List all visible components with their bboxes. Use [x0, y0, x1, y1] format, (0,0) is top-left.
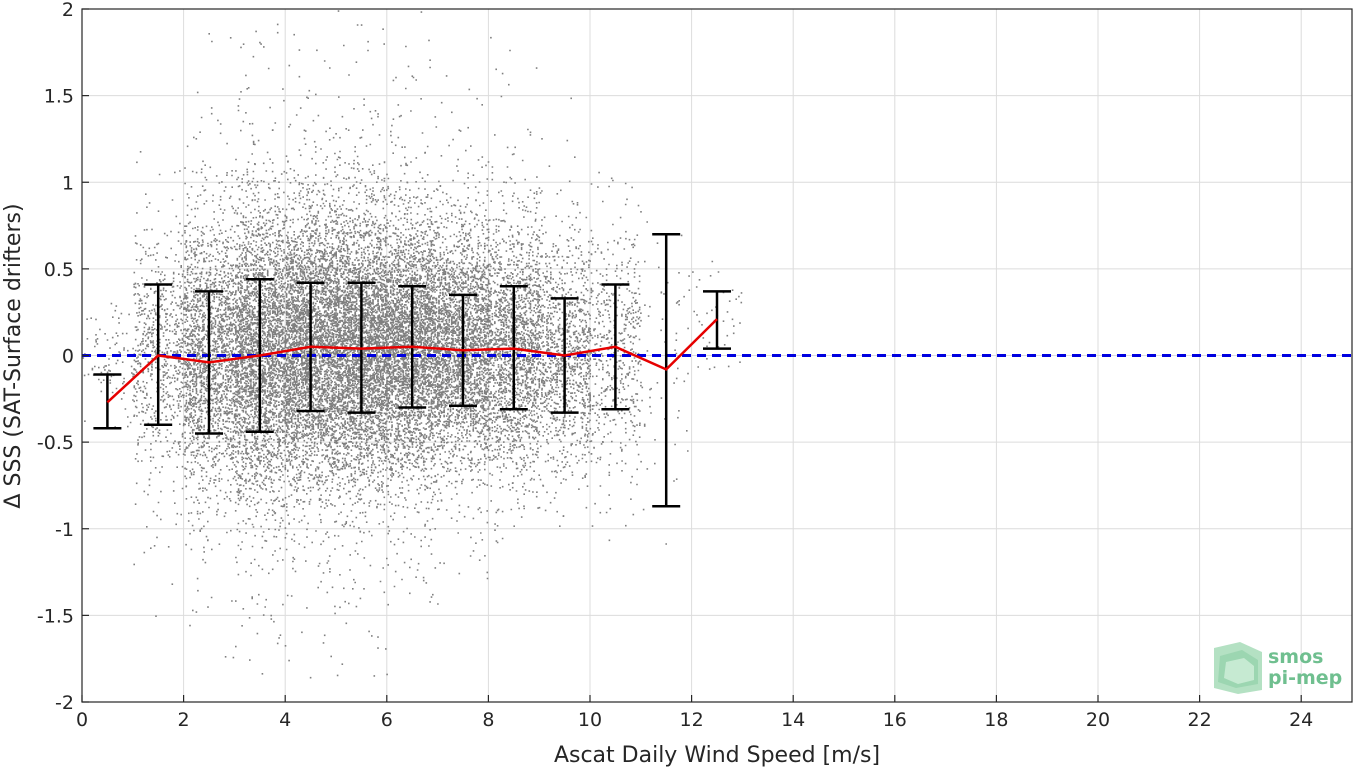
x-tick-label: 6 [381, 709, 393, 731]
logo-emblem-icon [1214, 642, 1262, 694]
logo-text-line1: smos [1268, 646, 1323, 668]
axes-box [81, 8, 1353, 703]
mean-polyline [106, 318, 718, 404]
y-tick-label: 1 [62, 172, 74, 194]
y-tick-label: -0.5 [37, 432, 74, 454]
y-tick-label: 0.5 [44, 259, 74, 281]
y-axis-label: Δ SSS (SAT-Surface drifters) [1, 203, 26, 508]
y-tick-label: -1.5 [37, 605, 74, 627]
y-tick-label: -2 [55, 692, 74, 714]
x-tick-label: 14 [781, 709, 805, 731]
y-tick-label: 1.5 [44, 86, 74, 108]
x-tick-label: 4 [279, 709, 291, 731]
y-tick-label: 0 [62, 346, 74, 368]
x-tick-label: 22 [1188, 709, 1212, 731]
y-tick-label: 2 [62, 0, 74, 21]
y-tick-labels: -2 -1.5 -1 -0.5 0 0.5 1 1.5 2 [37, 0, 74, 714]
y-tick-label: -1 [55, 519, 74, 541]
x-tick-label: 2 [178, 709, 190, 731]
x-tick-labels: 0 2 4 6 8 10 12 14 16 18 20 22 24 [76, 709, 1313, 731]
x-tick-label: 12 [680, 709, 704, 731]
x-tick-label: 20 [1086, 709, 1110, 731]
x-axis-label: Ascat Daily Wind Speed [m/s] [554, 743, 880, 768]
x-tick-label: 16 [883, 709, 907, 731]
smos-pimep-logo: smos pi-mep [1214, 642, 1342, 694]
x-tick-label: 8 [482, 709, 494, 731]
logo-text-line2: pi-mep [1268, 667, 1342, 689]
x-tick-label: 0 [76, 709, 88, 731]
mean-line [106, 318, 718, 404]
x-tick-label: 10 [578, 709, 602, 731]
x-tick-label: 24 [1289, 709, 1313, 731]
x-tick-label: 18 [984, 709, 1008, 731]
